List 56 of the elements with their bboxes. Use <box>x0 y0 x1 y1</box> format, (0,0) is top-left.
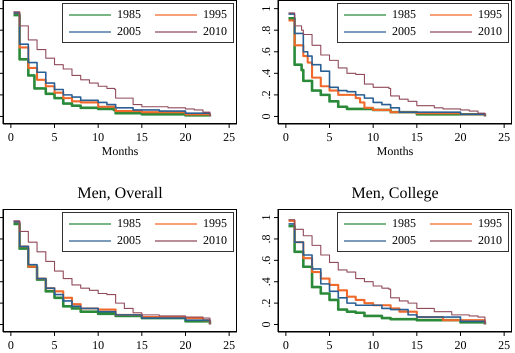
legend-label: 1995 <box>203 7 227 22</box>
x-tick-label: 0 <box>8 338 14 352</box>
legend-label: 2010 <box>203 24 227 39</box>
x-tick-label: 0 <box>282 338 289 352</box>
y-tick-label: .8 <box>259 26 273 35</box>
x-tick-label: 20 <box>454 130 466 144</box>
x-tick-label: 20 <box>179 130 192 144</box>
x-tick-label: 25 <box>498 338 510 352</box>
x-tick-label: 10 <box>367 130 380 144</box>
legend-label: 1985 <box>117 7 141 22</box>
x-tick-label: 5 <box>52 130 58 144</box>
chart-title: Men, Overall <box>76 185 164 203</box>
x-tick-label: 0 <box>282 130 289 144</box>
y-tick-label: 0 <box>259 113 273 120</box>
x-tick-label: 10 <box>92 130 104 144</box>
legend-label: 1995 <box>478 216 502 231</box>
legend-label: 1985 <box>392 216 416 231</box>
y-tick-label: .2 <box>259 90 273 100</box>
legend-label: 1995 <box>203 216 227 231</box>
x-tick-label: 25 <box>498 130 510 144</box>
legend-label: 2010 <box>478 24 502 39</box>
x-tick-label: 15 <box>410 130 423 144</box>
x-tick-label: 15 <box>136 338 148 352</box>
chart-title: Men, College <box>350 185 440 203</box>
legend-label: 1995 <box>478 7 502 22</box>
y-tick-label: .6 <box>259 256 273 265</box>
y-tick-label: .4 <box>259 68 273 78</box>
x-tick-label: 25 <box>223 130 236 144</box>
legend-label: 2005 <box>392 24 416 39</box>
legend-label: 2010 <box>478 233 502 248</box>
y-tick-label: .2 <box>259 298 273 308</box>
x-tick-label: 5 <box>326 338 333 352</box>
x-axis-title: Months <box>102 144 139 158</box>
x-tick-label: 10 <box>367 338 380 352</box>
legend-label: 2005 <box>392 233 416 248</box>
y-tick-label: 1 <box>259 6 273 12</box>
y-tick-label: .6 <box>259 47 273 56</box>
x-axis-title: Months <box>376 144 414 158</box>
y-tick-label: 0 <box>259 322 273 328</box>
legend-label: 2010 <box>203 233 227 248</box>
x-tick-label: 5 <box>52 338 58 352</box>
x-tick-label: 15 <box>410 338 423 352</box>
legend-label: 2005 <box>117 24 141 39</box>
x-tick-label: 0 <box>8 130 14 144</box>
y-tick-label: 1 <box>259 214 273 221</box>
x-tick-label: 20 <box>454 338 466 352</box>
x-tick-label: 10 <box>92 338 104 352</box>
x-tick-label: 15 <box>136 130 148 144</box>
y-tick-label: .8 <box>259 234 273 244</box>
legend-label: 1985 <box>117 216 141 231</box>
legend-label: 2005 <box>117 233 141 248</box>
x-tick-label: 20 <box>179 338 192 352</box>
x-tick-label: 5 <box>326 130 333 144</box>
y-tick-label: .4 <box>259 277 273 286</box>
x-tick-label: 25 <box>223 338 236 352</box>
legend-label: 1985 <box>392 7 416 22</box>
